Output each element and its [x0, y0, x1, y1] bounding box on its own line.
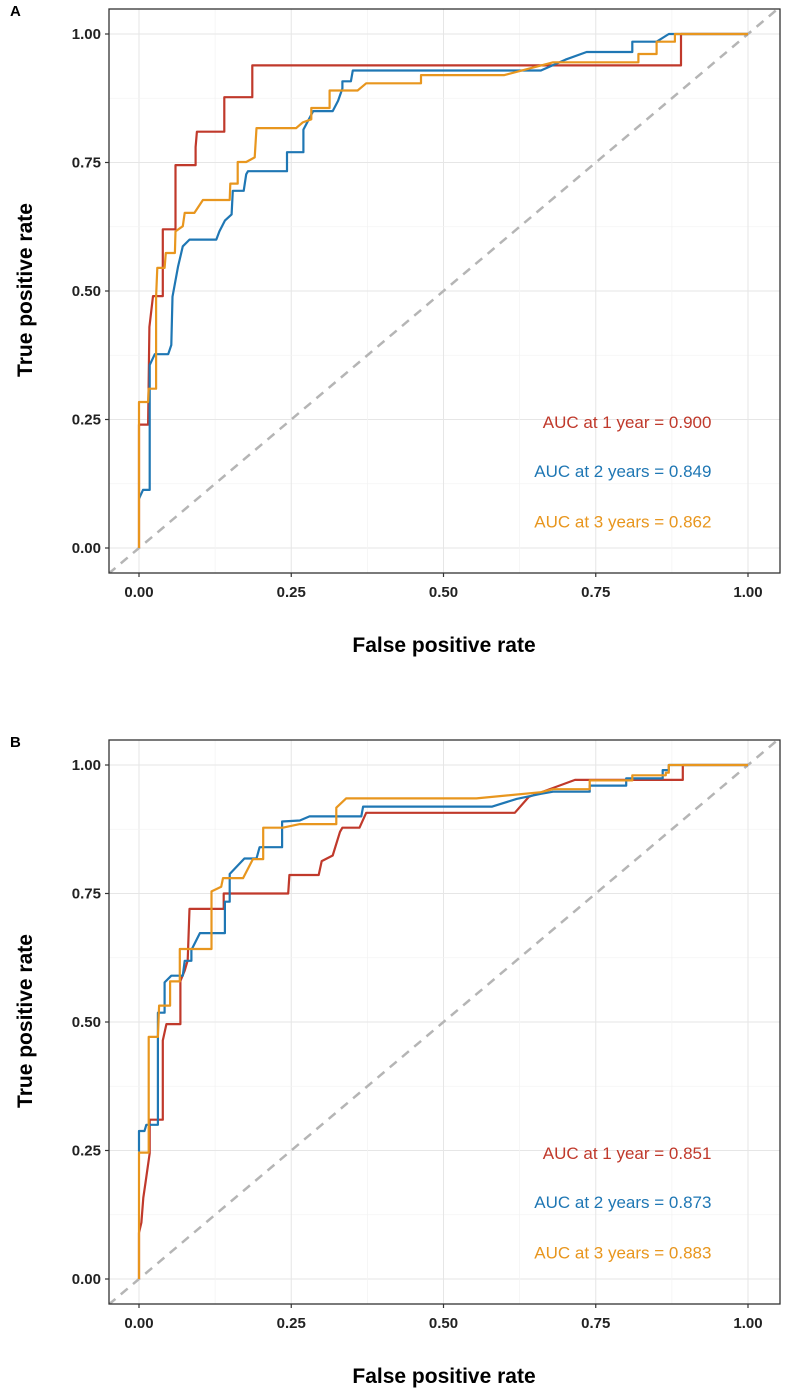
y-tick-label: 0.25	[72, 1143, 101, 1160]
panel-label: A	[10, 3, 21, 20]
y-axis-title: True positive rate	[14, 934, 37, 1108]
roc-panel-b: 0.00 0.25 0.50 0.75 1.00 0.00 0.25 0.50 0.75 1.00…	[10, 734, 781, 1388]
y-axis-title: True positive rate	[14, 203, 37, 377]
x-tick-label: 1.00	[733, 584, 762, 601]
x-tick-label: 0.75	[581, 1315, 610, 1332]
x-tick-label: 0.00	[124, 1315, 153, 1332]
roc-curve-series-2	[137, 763, 748, 1152]
y-tick-label: 0.50	[72, 283, 101, 300]
x-tick-label: 0.50	[429, 584, 458, 601]
x-axis-title: False positive rate	[352, 1365, 535, 1388]
y-tick-label: 0.75	[72, 155, 101, 172]
y-tick-label: 0.50	[72, 1014, 101, 1031]
auc-annotation: AUC at 1 year = 0.851	[543, 1144, 712, 1163]
auc-annotation: AUC at 2 years = 0.873	[534, 1193, 711, 1212]
x-tick-label: 0.00	[124, 584, 153, 601]
x-tick-label: 0.75	[581, 584, 610, 601]
roc-curve-series-3	[137, 763, 748, 1279]
y-tick-label: 0.75	[72, 886, 101, 903]
y-tick-label: 0.25	[72, 412, 101, 429]
y-tick-label: 1.00	[72, 757, 101, 774]
auc-annotation: AUC at 2 years = 0.849	[534, 462, 711, 481]
x-tick-label: 0.25	[277, 1315, 306, 1332]
x-axis-title: False positive rate	[352, 634, 535, 657]
y-tick-label: 0.00	[72, 1271, 101, 1288]
auc-annotation: AUC at 3 years = 0.883	[534, 1243, 711, 1262]
roc-curve-series-1	[137, 32, 748, 548]
x-tick-label: 1.00	[733, 1315, 762, 1332]
reference-diagonal-line	[109, 740, 780, 1304]
reference-diagonal-line	[109, 9, 780, 573]
auc-annotation: AUC at 1 year = 0.900	[543, 413, 712, 432]
roc-curve-series-3	[137, 32, 748, 548]
x-tick-label: 0.50	[429, 1315, 458, 1332]
roc-panel-a: 0.00 0.25 0.50 0.75 1.00 0.00 0.25 0.50 0.75 1.00…	[10, 3, 781, 657]
auc-annotation: AUC at 3 years = 0.862	[534, 512, 711, 531]
y-tick-label: 0.00	[72, 540, 101, 557]
y-tick-label: 1.00	[72, 26, 101, 43]
x-tick-label: 0.25	[277, 584, 306, 601]
panel-label: B	[10, 734, 21, 751]
